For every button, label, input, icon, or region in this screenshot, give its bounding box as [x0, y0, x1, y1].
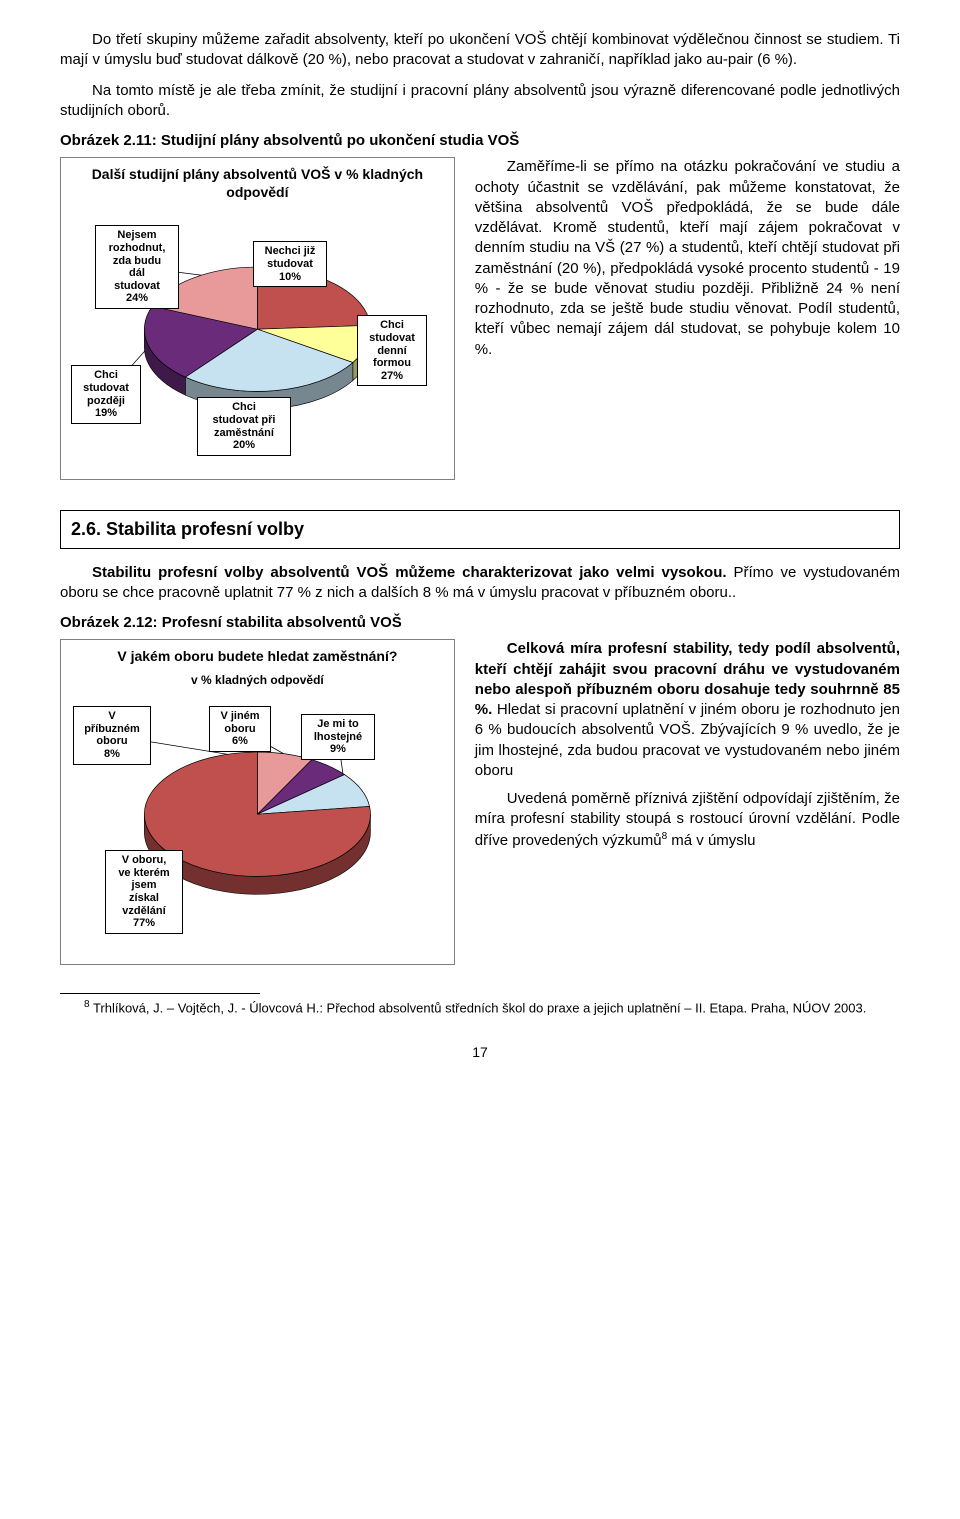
chart1-area: Nejsemrozhodnut,zda bududálstudovat24% Ne…: [69, 207, 446, 467]
chart1-title: Další studijní plány absolventů VOŠ v % …: [69, 166, 446, 201]
chart1-box: Další studijní plány absolventů VOŠ v % …: [60, 157, 455, 480]
pie-slice-label: Nechci jižstudovat10%: [253, 241, 327, 287]
chart2-commentary-2: Uvedená poměrně příznivá zjištění odpoví…: [475, 789, 900, 851]
pie-slice-label: Nejsemrozhodnut,zda bududálstudovat24%: [95, 225, 179, 309]
page-number: 17: [60, 1043, 900, 1062]
chart2-subtitle: v % kladných odpovědí: [69, 672, 446, 688]
intro-para-2: Na tomto místě je ale třeba zmínit, že s…: [60, 81, 900, 122]
pie-slice-label: Vpříbuznémoboru8%: [73, 706, 151, 765]
pie-slice-label: Chcistudovatdenníformou27%: [357, 315, 427, 386]
section2-lead: Stabilitu profesní volby absolventů VOŠ …: [92, 564, 727, 581]
intro-para-1: Do třetí skupiny můžeme zařadit absolven…: [60, 30, 900, 71]
chart1-caption: Obrázek 2.11: Studijní plány absolventů …: [60, 131, 900, 151]
pie-slice-label: Chcistudovat přizaměstnání20%: [197, 397, 291, 456]
pie-slice-label: Chcistudovatpozději19%: [71, 365, 141, 424]
footnote-8: 8 Trhlíková, J. – Vojtěch, J. - Úlovcová…: [60, 998, 900, 1017]
chart1-commentary: Zaměříme-li se přímo na otázku pokračová…: [475, 157, 900, 360]
footnote-separator: [60, 993, 260, 994]
section2-para1: Stabilitu profesní volby absolventů VOŠ …: [60, 563, 900, 604]
chart2-caption: Obrázek 2.12: Profesní stabilita absolve…: [60, 613, 900, 633]
pie-slice-label: Je mi tolhostejné9%: [301, 714, 375, 760]
chart2-title: V jakém oboru budete hledat zaměstnání?: [69, 648, 446, 666]
pie-slice-label: V jinémoboru6%: [209, 706, 271, 752]
chart2-commentary-1: Celková míra profesní stability, tedy po…: [475, 639, 900, 781]
chart2-area: Vpříbuznémoboru8% V jinémoboru6% Je mi tol…: [69, 692, 446, 952]
section-heading-26: 2.6. Stabilita profesní volby: [60, 510, 900, 548]
pie-slice-label: V oboru,ve kterémjsemzískalvzdělání77%: [105, 850, 183, 934]
chart2-box: V jakém oboru budete hledat zaměstnání? …: [60, 639, 455, 965]
